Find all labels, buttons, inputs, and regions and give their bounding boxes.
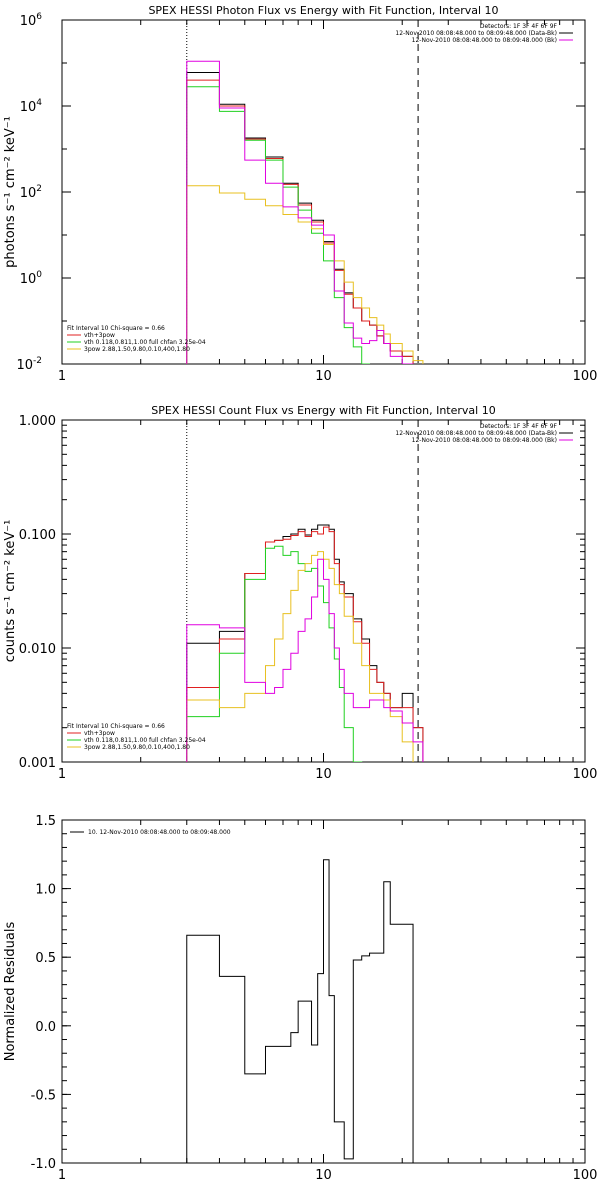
y-tick-label: -1.0	[31, 1157, 56, 1172]
x-tick-label: 10	[315, 369, 332, 384]
y-tick-label: 1.5	[35, 814, 56, 829]
y-tick-label: 0.100	[19, 528, 56, 543]
y-tick-label: 0.0	[35, 1020, 56, 1035]
series-line-5	[186, 558, 424, 762]
series-line-1	[186, 859, 424, 1163]
series-line-2	[186, 526, 424, 762]
chart-panel-1: SPEX HESSI Photon Flux vs Energy with Fi…	[3, 4, 598, 384]
x-tick-label: 1	[58, 767, 66, 782]
y-tick-label: -0.5	[31, 1088, 56, 1103]
y-tick-exponent: -2	[33, 356, 42, 366]
y-tick-base: 10	[16, 358, 33, 373]
series-line-4	[186, 551, 424, 762]
x-tick-label: 1	[58, 1168, 66, 1183]
legend-top-text: 12-Nov-2010 08:08:48.000 to 08:09:48.000…	[395, 430, 557, 437]
series-line-5	[186, 60, 424, 364]
legend-top-text: Detectors: 1F 3F 4F 6F 9F	[480, 23, 558, 30]
legend-bottom-text: vth 0.118,0.811,1.00 full chfan 3.25e-04	[84, 339, 206, 346]
plot-frame	[61, 19, 586, 365]
series-line-4	[186, 185, 424, 364]
y-tick-base: 10	[20, 186, 37, 201]
y-tick-label: 1.0	[35, 883, 56, 898]
y-tick-label: 104	[20, 98, 43, 115]
y-tick-exponent: 4	[36, 98, 42, 108]
y-axis-label: counts s⁻¹ cm⁻² keV⁻¹	[3, 520, 18, 663]
y-tick-label: 100	[20, 270, 43, 287]
y-tick-label: 0.010	[19, 642, 56, 657]
x-tick-label: 1	[58, 369, 66, 384]
series-line-1	[186, 524, 424, 762]
x-tick-label: 100	[573, 369, 598, 384]
y-tick-base: 10	[20, 100, 37, 115]
legend-bottom-text: vth 0.118,0.811,1.00 full chfan 3.25e-04	[84, 737, 206, 744]
y-tick-base: 10	[20, 14, 37, 29]
x-tick-label: 100	[573, 767, 598, 782]
legend-top-text: 12-Nov-2010 08:08:48.000 to 08:09:48.000…	[412, 37, 557, 44]
y-tick-label: 0.001	[19, 756, 56, 771]
y-tick-label: 10-2	[16, 356, 42, 373]
y-tick-base: 10	[20, 272, 37, 287]
y-tick-label: 0.5	[35, 951, 56, 966]
chart-title: SPEX HESSI Count Flux vs Energy with Fit…	[151, 404, 495, 417]
legend-top-text: 12-Nov-2010 08:08:48.000 to 08:09:48.000…	[395, 30, 557, 37]
y-axis-label: Normalized Residuals	[3, 922, 18, 1062]
legend-bottom-text: vth+3pow	[84, 730, 115, 737]
y-tick-exponent: 6	[36, 12, 42, 22]
legend-bottom-text: Fit Interval 10 Chi-square = 0.66	[67, 325, 165, 332]
x-tick-label: 10	[315, 767, 332, 782]
x-tick-label: 100	[573, 1168, 598, 1183]
legend-bottom-text: 3pow 2.88,1.50,9.80,0.10,400,1.80	[84, 744, 190, 751]
series-line-3	[186, 86, 424, 364]
chart-panel-2: SPEX HESSI Count Flux vs Energy with Fit…	[3, 404, 598, 782]
chart-title: SPEX HESSI Photon Flux vs Energy with Fi…	[148, 4, 498, 17]
x-tick-label: 10	[315, 1168, 332, 1183]
legend-text: 10. 12-Nov-2010 08:08:48.000 to 08:09:48…	[88, 829, 231, 836]
series-line-2	[186, 79, 424, 364]
legend-top-text: 12-Nov-2010 08:08:48.000 to 08:09:48.000…	[412, 437, 557, 444]
y-tick-exponent: 2	[36, 184, 42, 194]
y-tick-label: 106	[20, 12, 43, 29]
y-tick-exponent: 0	[36, 270, 42, 280]
legend-bottom-text: 3pow 2.88,1.50,9.80,0.10,400,1.80	[84, 346, 190, 353]
y-tick-label: 1.000	[19, 414, 56, 429]
legend-bottom-text: Fit Interval 10 Chi-square = 0.66	[67, 723, 165, 730]
series-line-1	[186, 72, 424, 364]
legend-top-text: Detectors: 1F 3F 4F 6F 9F	[480, 423, 558, 430]
chart-panel-3: 1 10 100 -1.0 -0.5 0.0 0.5 1.0 1.5 Normalized Res…	[3, 814, 598, 1183]
series-line-3	[186, 545, 424, 762]
y-tick-label: 102	[20, 184, 42, 201]
y-axis-label: photons s⁻¹ cm⁻² keV⁻¹	[3, 116, 18, 268]
legend-bottom-text: vth+3pow	[84, 332, 115, 339]
